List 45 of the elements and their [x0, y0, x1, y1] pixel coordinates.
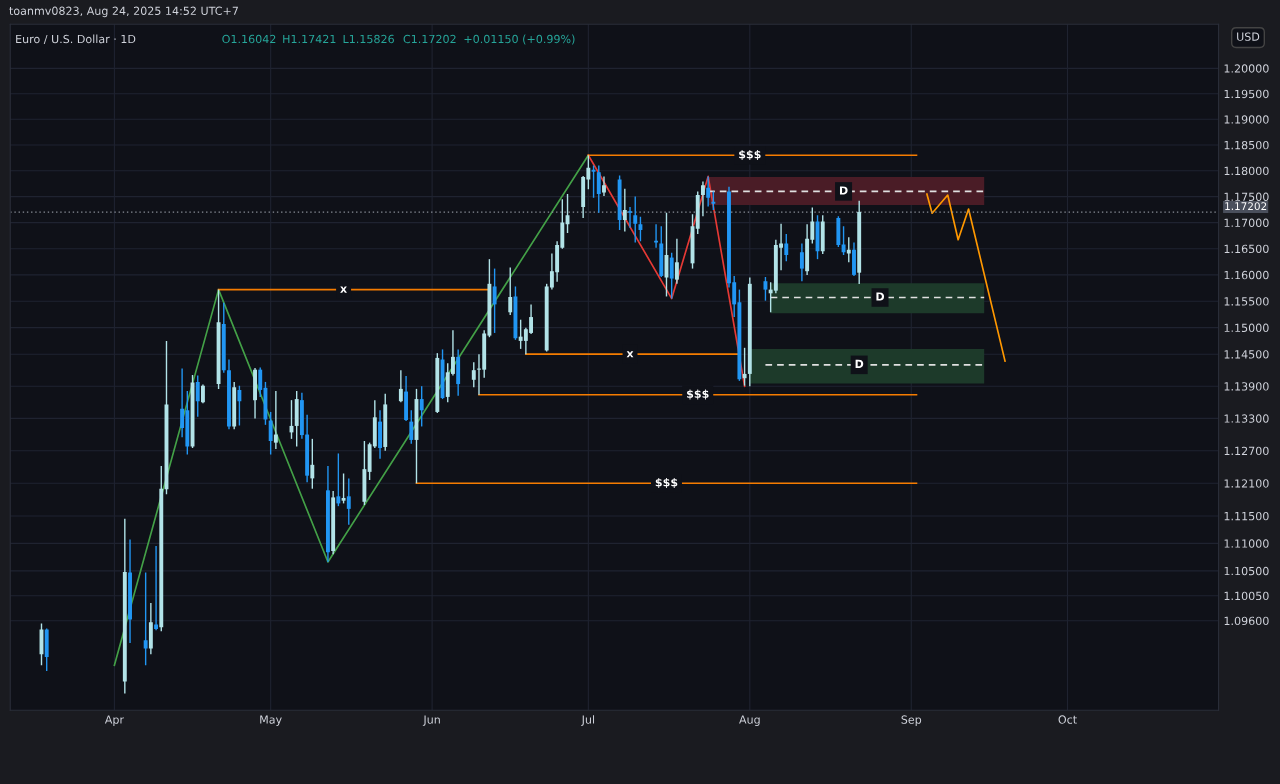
y-tick-label: 1.12700	[1224, 446, 1269, 456]
x-tick-label: Sep	[901, 715, 922, 726]
y-tick-label: 1.17000	[1224, 218, 1269, 227]
annotation: x	[626, 351, 634, 358]
y-tick-label: 1.12100	[1224, 479, 1269, 488]
x-tick-label: Aug	[739, 715, 760, 726]
text: USD	[1237, 32, 1260, 41]
y-tick-label: 1.16000	[1224, 270, 1269, 280]
ref-line-label: 1.17202	[1225, 202, 1267, 211]
y-tick-label: 1.13300	[1224, 414, 1269, 423]
annotation: C1.17202	[403, 34, 456, 44]
y-tick-label: 1.11500	[1224, 511, 1269, 521]
annotation: x	[340, 286, 347, 293]
y-tick-label: 1.20000	[1224, 64, 1269, 73]
y-tick-label: 1.13900	[1224, 382, 1269, 391]
annotation: O1.16042	[222, 34, 276, 44]
y-tick-label: 1.11000	[1224, 539, 1269, 548]
text: Euro / U.S. Dollar · 1D	[16, 34, 136, 45]
y-tick-label: 1.18000	[1224, 166, 1269, 176]
y-tick-label: 1.16500	[1224, 244, 1269, 254]
annotation: H1.17421	[283, 34, 336, 44]
x-tick-label: Jul	[581, 715, 595, 726]
x-tick-label: Oct	[1058, 715, 1077, 724]
x-tick-label: May	[260, 715, 282, 726]
y-tick-label: 1.19000	[1224, 115, 1269, 124]
y-tick-label: 1.14500	[1224, 350, 1269, 359]
y-tick-label: 1.17500	[1224, 192, 1269, 201]
annotation: $$$	[739, 149, 761, 160]
annotation: L1.15826	[343, 34, 394, 44]
annotation: $$$	[687, 389, 709, 400]
y-tick-label: 1.10050	[1224, 591, 1269, 601]
annotation: $$$	[655, 477, 678, 488]
y-tick-label: 1.18500	[1224, 140, 1269, 150]
annotation: D	[855, 359, 864, 368]
text: toanmv0823, Aug 24, 2025 14:52 UTC+7	[9, 6, 238, 18]
x-tick-label: Apr	[104, 715, 125, 726]
y-tick-label: 1.15500	[1224, 297, 1269, 306]
y-tick-label: 1.10500	[1224, 566, 1269, 576]
annotation: D	[876, 292, 885, 301]
annotation: D	[839, 186, 848, 195]
x-tick-label: Jun	[422, 715, 440, 726]
annotation: +0.01150 (+0.99%)	[464, 34, 575, 45]
y-tick-label: 1.19500	[1224, 89, 1269, 99]
y-tick-label: 1.15000	[1224, 323, 1269, 333]
y-tick-label: 1.09600	[1224, 616, 1269, 626]
